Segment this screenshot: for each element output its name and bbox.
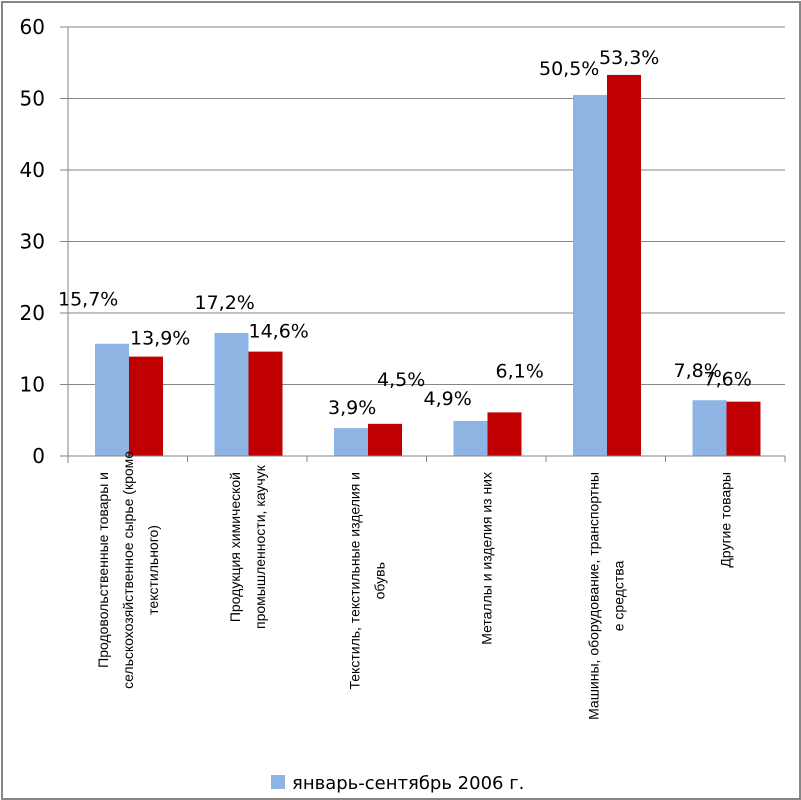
bar-series-2 [368,423,402,456]
y-tick-label: 40 [20,158,45,182]
category-label-line: промышленности, каучук [252,464,268,629]
data-label: 50,5% [539,58,599,80]
bar-series-1 [334,428,368,456]
gridlines [60,26,785,457]
bar-series-1 [573,94,607,457]
category-label-line: Другие товары [717,472,733,568]
category-label-line: сельскохозяйственное сырье (кроме [120,451,136,689]
data-label: 3,9% [328,397,376,419]
bar-series-2 [248,351,283,456]
data-label: 6,1% [496,360,544,382]
y-tick-label: 20 [20,301,45,325]
category-label-line: Текстиль, текстильные изделия и [346,472,362,690]
category-label: Продукция химической промышленности, кауч… [227,464,268,629]
bar-series-1 [692,400,727,456]
bar-series-1 [95,343,129,456]
data-label: 7,6% [704,369,752,391]
bar-series-2 [726,401,761,456]
data-label: 53,3% [599,47,659,69]
y-tick-label: 50 [20,87,45,111]
category-label: Продовольственные товары и сельскохозяйст… [95,451,161,689]
bar-series-1 [453,420,488,456]
axes [60,27,786,463]
data-label: 17,2% [195,292,255,314]
data-label: 15,7% [58,289,118,311]
bar-series-1 [214,333,249,456]
data-label: 4,5% [377,369,425,391]
y-tick-label: 60 [20,15,45,39]
category-label: Металлы и изделия из них [478,472,494,645]
category-label-line: Металлы и изделия из них [478,472,494,645]
data-label: 4,9% [424,388,472,410]
data-label: 13,9% [130,328,190,350]
data-label: 7,8% [674,360,722,382]
category-label-line: Машины, оборудование, транспортны [585,472,601,720]
category-label-line: Продукция химической [227,472,243,622]
data-labels: 15,7% 17,2% 3,9% 4,9% 50,5% 7,8% 13,9% 14,6% 4,5… [58,47,752,419]
category-label-line: обувь [371,562,387,599]
category-label: Машины, оборудование, транспортны е средс… [585,472,626,720]
data-label: 14,6% [249,321,309,343]
y-axis-ticks: 0 10 20 30 40 50 60 [20,15,45,468]
y-tick-label: 10 [20,373,45,397]
bar-series-2 [129,356,163,456]
legend: январь-сентябрь 2006 г. [271,773,524,794]
bar-series-2 [607,74,641,456]
category-label-line: текстильного) [145,525,161,615]
legend-swatch-series-1 [271,775,285,789]
category-label: Текстиль, текстильные изделия и обувь [346,472,387,690]
category-label-line: е средства [610,560,626,631]
legend-label-series-1: январь-сентябрь 2006 г. [292,773,524,794]
bar-series-2 [487,412,522,456]
category-labels: Продовольственные товары и сельскохозяйст… [95,451,734,720]
bars [95,74,761,457]
y-tick-label: 30 [20,230,45,254]
category-label-line: Продовольственные товары и [95,472,111,668]
y-tick-label: 0 [32,444,45,468]
category-label: Другие товары [717,472,733,568]
